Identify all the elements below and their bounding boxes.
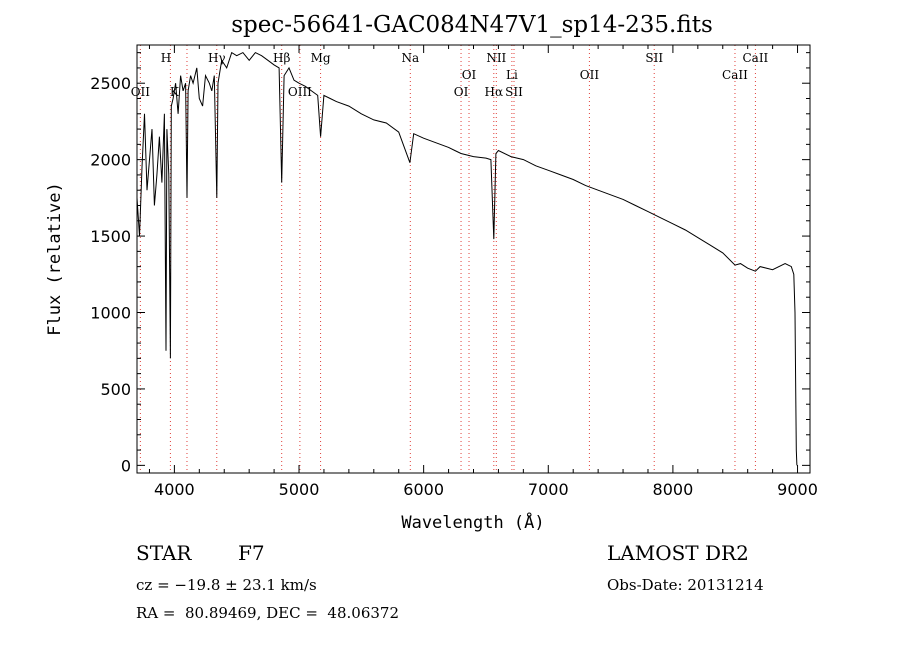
redshift-text: cz = −19.8 ± 23.1 km/s bbox=[136, 576, 317, 594]
x-tick-label: 4000 bbox=[154, 480, 195, 499]
x-tick-label: 9000 bbox=[777, 480, 818, 499]
line-label: CaII bbox=[722, 68, 748, 82]
line-label: K bbox=[170, 85, 180, 99]
y-tick-label: 1000 bbox=[90, 304, 131, 323]
y-axis-label: Flux (relative) bbox=[45, 182, 65, 336]
line-label: OI bbox=[462, 68, 477, 82]
y-tick-label: 2500 bbox=[90, 74, 131, 93]
coordinates: RA = 80.89469, DEC = 48.06372 bbox=[136, 604, 400, 622]
x-tick-label: 8000 bbox=[653, 480, 694, 499]
line-label: SII bbox=[645, 51, 663, 65]
obs-date: Obs-Date: 20131214 bbox=[607, 576, 764, 594]
line-label: Hβ bbox=[273, 51, 290, 65]
line-label: Hα bbox=[485, 85, 504, 99]
line-label: OIII bbox=[288, 85, 312, 99]
object-class: STAR bbox=[136, 541, 192, 565]
line-label: H bbox=[161, 51, 171, 65]
x-tick-label: 7000 bbox=[528, 480, 569, 499]
line-label: OII bbox=[131, 85, 151, 99]
x-tick-label: 5000 bbox=[279, 480, 320, 499]
object-subclass: F7 bbox=[238, 541, 265, 565]
axes: 4000 5000 6000 7000 8000 9000 0 500 1000 1500 2000… bbox=[90, 45, 818, 499]
y-tick-label: 0 bbox=[121, 456, 131, 475]
x-tick-label: 6000 bbox=[403, 480, 444, 499]
line-label: CaII bbox=[742, 51, 768, 65]
survey-name: LAMOST DR2 bbox=[607, 541, 749, 565]
line-label: OI bbox=[454, 85, 469, 99]
line-label: Li bbox=[506, 68, 518, 82]
line-label: SII bbox=[505, 85, 523, 99]
y-tick-label: 1500 bbox=[90, 227, 131, 246]
marker-lines bbox=[139, 45, 756, 473]
y-tick-label: 2000 bbox=[90, 151, 131, 170]
line-label: Mg bbox=[311, 51, 331, 65]
spectrum-line bbox=[136, 51, 798, 466]
line-label: NII bbox=[486, 51, 506, 65]
chart-title: spec-56641-GAC084N47V1_sp14-235.fits bbox=[231, 12, 713, 38]
line-label: Na bbox=[401, 51, 419, 65]
y-tick-label: 500 bbox=[100, 380, 131, 399]
x-axis-label: Wavelength (Å) bbox=[401, 511, 544, 533]
plot-frame bbox=[136, 44, 811, 474]
line-label: OII bbox=[580, 68, 600, 82]
